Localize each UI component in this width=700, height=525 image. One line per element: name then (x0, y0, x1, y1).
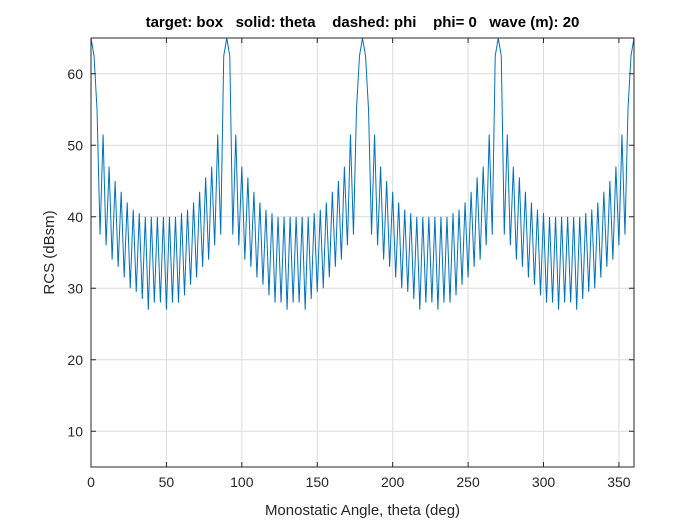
x-tick-label: 300 (532, 474, 556, 490)
x-tick-label: 150 (306, 474, 330, 490)
y-tick-label: 30 (67, 280, 83, 296)
y-tick-label: 10 (67, 423, 83, 439)
y-axis-label: RCS (dBsm) (41, 210, 58, 294)
x-tick-label: 50 (159, 474, 175, 490)
x-axis-label: Monostatic Angle, theta (deg) (265, 502, 460, 519)
plot-frame (90, 37, 635, 468)
ticks: 0 50 100 150 200 250 300 350 10 20 30 40 50 60 (67, 38, 634, 490)
y-tick-label: 60 (67, 66, 83, 82)
grid (90, 38, 634, 467)
x-tick-label: 350 (607, 474, 631, 490)
y-tick-label: 50 (67, 137, 83, 153)
x-tick-label: 100 (230, 474, 254, 490)
chart-title: target: box solid: theta dashed: phi phi… (146, 14, 580, 31)
x-tick-label: 200 (381, 474, 405, 490)
plot-area (91, 38, 634, 467)
y-tick-label: 40 (67, 209, 83, 225)
x-tick-label: 0 (87, 474, 95, 490)
y-tick-label: 20 (67, 352, 83, 368)
x-tick-label: 250 (456, 474, 480, 490)
